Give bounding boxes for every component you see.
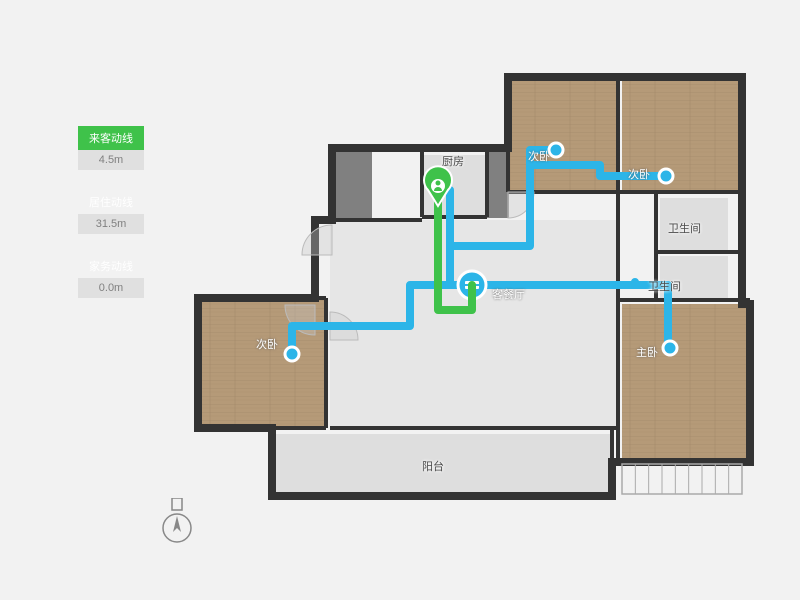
- room-label-bath1: 卫生间: [668, 221, 701, 235]
- room-label-balcony: 阳台: [422, 459, 444, 473]
- path-node: [663, 341, 677, 355]
- legend-label-housework: 家务动线: [78, 254, 144, 278]
- room-label-bed2b: 次卧: [628, 167, 650, 181]
- room-label-bed2a: 次卧: [528, 149, 550, 163]
- room-label-bath2: 卫生间: [648, 279, 681, 293]
- legend-label-living: 居住动线: [78, 190, 144, 214]
- room-label-kitchen: 厨房: [442, 155, 464, 168]
- structural-column: [487, 148, 509, 218]
- structural-column: [332, 148, 372, 218]
- floorplan: 厨房次卧次卧卫生间卫生间主卧次卧客餐厅阳台: [190, 60, 760, 550]
- room-master: [622, 304, 750, 462]
- room-label-master: 主卧: [636, 346, 658, 359]
- balcony-rail: [622, 464, 742, 494]
- path-living: [472, 282, 635, 285]
- legend-item-living: 居住动线 31.5m: [78, 190, 144, 234]
- path-node: [285, 347, 299, 361]
- legend-panel: 来客动线 4.5m 居住动线 31.5m 家务动线 0.0m: [78, 126, 144, 318]
- room-label-bed2c: 次卧: [256, 337, 278, 351]
- door-swing: [302, 225, 332, 255]
- person-head-icon: [436, 181, 441, 186]
- legend-value-guest: 4.5m: [78, 150, 144, 170]
- path-node: [659, 169, 673, 183]
- legend-item-guest: 来客动线 4.5m: [78, 126, 144, 170]
- legend-value-living: 31.5m: [78, 214, 144, 234]
- legend-item-housework: 家务动线 0.0m: [78, 254, 144, 298]
- legend-value-housework: 0.0m: [78, 278, 144, 298]
- path-node: [549, 143, 563, 157]
- legend-label-guest: 来客动线: [78, 126, 144, 150]
- room-label-living: 客餐厅: [492, 287, 525, 301]
